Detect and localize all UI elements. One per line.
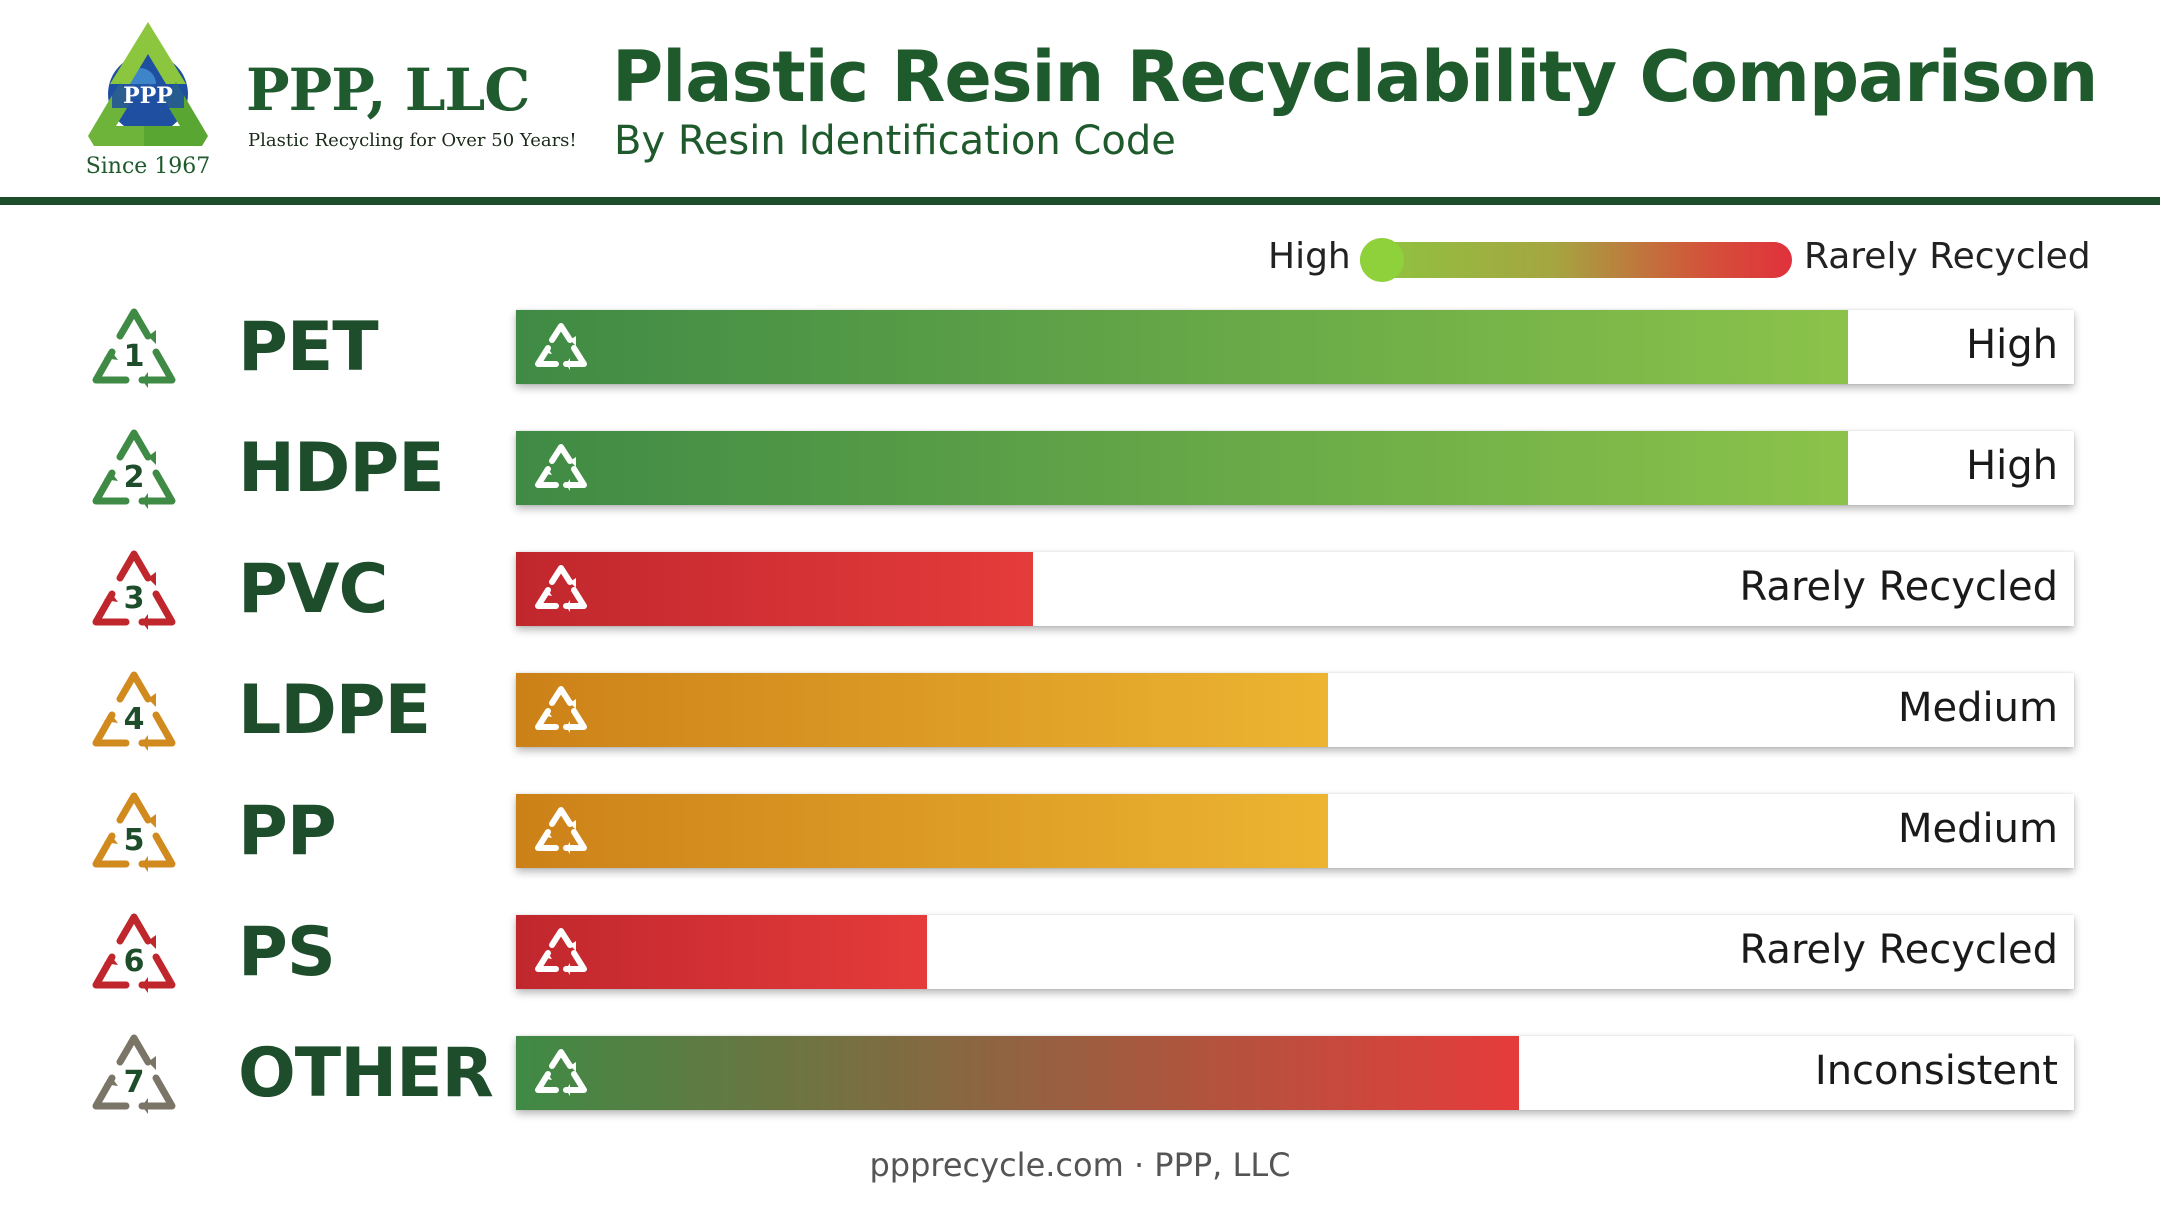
bar-track: Rarely Recycled xyxy=(516,552,2074,626)
category-label: OTHER xyxy=(238,1034,494,1113)
legend-low-label: Rarely Recycled xyxy=(1804,236,2091,277)
category-label: PET xyxy=(238,308,379,387)
resin-code-icon: 3 xyxy=(92,550,176,630)
company-logo: PPP Since 1967 xyxy=(68,14,228,184)
bar-track: Inconsistent xyxy=(516,1036,2074,1110)
recycle-icon xyxy=(535,444,587,491)
recyclability-level: Medium xyxy=(1898,806,2058,852)
since-label: Since 1967 xyxy=(85,154,211,179)
resin-code-icon: 2 xyxy=(92,429,176,509)
resin-code-number: 5 xyxy=(124,823,145,858)
category-label: LDPE xyxy=(238,671,431,750)
bar-row: 1 PET High xyxy=(0,300,2160,396)
category-label: HDPE xyxy=(238,429,445,508)
bar-row: 7 OTHER Inconsistent xyxy=(0,1026,2160,1122)
resin-code-badge: 4 xyxy=(84,663,184,759)
recycle-icon xyxy=(535,323,587,370)
bar-track: High xyxy=(516,310,2074,384)
footer-credit: ppprecycle.com · PPP, LLC xyxy=(869,1146,1291,1184)
recyclability-level: Inconsistent xyxy=(1814,1048,2058,1094)
recyclability-level: Medium xyxy=(1898,685,2058,731)
brand-tagline: Plastic Recycling for Over 50 Years! xyxy=(248,130,577,151)
legend-gradient-bar xyxy=(1360,242,1792,278)
resin-code-badge: 5 xyxy=(84,784,184,880)
bar-track: Medium xyxy=(516,794,2074,868)
bar-row: 3 PVC Rarely Recycled xyxy=(0,542,2160,638)
resin-code-icon: 5 xyxy=(92,792,176,872)
legend: High Rarely Recycled xyxy=(1260,232,2091,286)
resin-code-icon: 4 xyxy=(92,671,176,751)
bar-fill xyxy=(516,915,927,989)
recycle-globe-icon: PPP xyxy=(88,22,208,146)
recyclability-level: High xyxy=(1966,443,2058,489)
recycle-icon xyxy=(535,565,587,612)
resin-code-number: 3 xyxy=(124,581,145,616)
resin-code-badge: 1 xyxy=(84,300,184,396)
chart-title: Plastic Resin Recyclability Comparison xyxy=(612,36,2098,118)
brand-name: PPP, LLC xyxy=(246,56,530,124)
header-divider xyxy=(0,197,2160,205)
category-label: PVC xyxy=(238,550,388,629)
resin-code-badge: 6 xyxy=(84,905,184,1001)
resin-code-number: 6 xyxy=(124,944,145,979)
recycle-icon xyxy=(535,928,587,975)
resin-code-number: 2 xyxy=(124,460,145,495)
header: PPP Since 1967 PPP, LLC Plastic Recyclin… xyxy=(0,0,2160,205)
bar-row: 6 PS Rarely Recycled xyxy=(0,905,2160,1001)
resin-code-icon: 1 xyxy=(92,308,176,388)
resin-code-number: 7 xyxy=(124,1065,145,1100)
recycle-icon xyxy=(535,1049,587,1096)
recyclability-level: Rarely Recycled xyxy=(1739,927,2058,973)
bar-row: 4 LDPE Medium xyxy=(0,663,2160,759)
bar-track: Rarely Recycled xyxy=(516,915,2074,989)
resin-code-badge: 7 xyxy=(84,1026,184,1122)
resin-code-number: 1 xyxy=(124,339,145,374)
bar-fill xyxy=(516,794,1328,868)
bar-row: 5 PP Medium xyxy=(0,784,2160,880)
resin-code-icon: 7 xyxy=(92,1034,176,1114)
bar-track: Medium xyxy=(516,673,2074,747)
resin-code-icon: 6 xyxy=(92,913,176,993)
resin-code-badge: 3 xyxy=(84,542,184,638)
recyclability-level: High xyxy=(1966,322,2058,368)
bar-row: 2 HDPE High xyxy=(0,421,2160,517)
recyclability-level: Rarely Recycled xyxy=(1739,564,2058,610)
category-label: PS xyxy=(238,913,336,992)
legend-marker xyxy=(1360,238,1404,282)
legend-high-label: High xyxy=(1268,236,1351,277)
recycle-icon xyxy=(535,686,587,733)
resin-code-number: 4 xyxy=(124,702,145,737)
bar-fill xyxy=(516,1036,1519,1110)
bar-fill xyxy=(516,431,1848,505)
category-label: PP xyxy=(238,792,337,871)
bar-track: High xyxy=(516,431,2074,505)
bar-fill xyxy=(516,552,1033,626)
recycle-icon xyxy=(535,807,587,854)
chart-subtitle: By Resin Identification Code xyxy=(614,118,1176,164)
logo-text: PPP xyxy=(123,83,173,109)
bar-fill xyxy=(516,673,1328,747)
resin-code-badge: 2 xyxy=(84,421,184,517)
bar-fill xyxy=(516,310,1848,384)
